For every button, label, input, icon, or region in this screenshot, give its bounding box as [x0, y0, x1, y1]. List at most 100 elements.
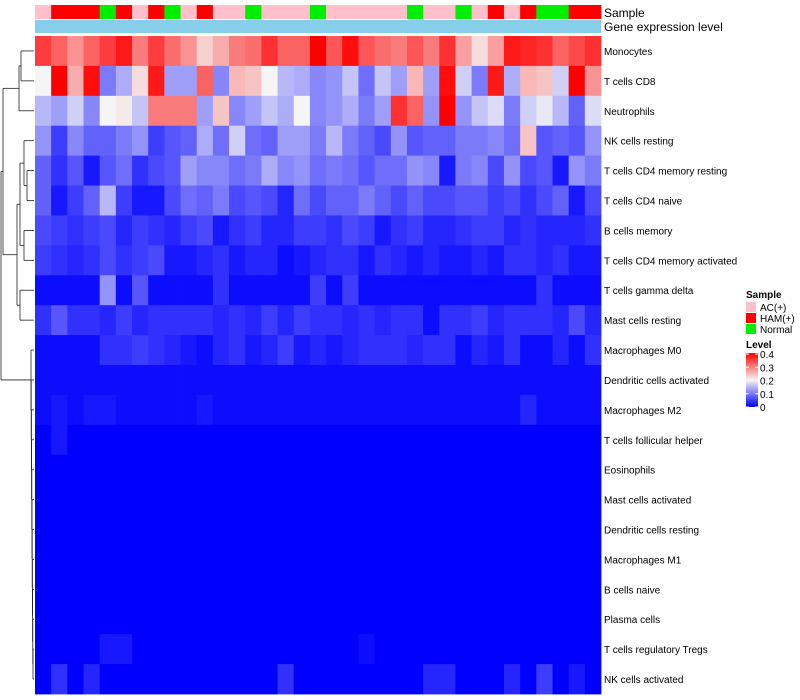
heatmap-cell — [196, 335, 214, 366]
heatmap-cell — [132, 365, 149, 396]
sample-annotation-track — [35, 5, 602, 19]
heatmap-cell — [503, 65, 521, 97]
row-label: Eosinophils — [604, 466, 655, 477]
heatmap-cell — [584, 215, 602, 246]
heatmap-cell — [99, 65, 117, 97]
heatmap-cell — [552, 65, 570, 97]
heatmap-cell — [487, 514, 505, 545]
heatmap-cell — [132, 245, 149, 276]
heatmap-cell — [374, 245, 392, 276]
heatmap-cell — [229, 634, 246, 665]
heatmap-cell — [35, 155, 52, 186]
heatmap-cell — [67, 275, 84, 306]
heatmap-cell — [471, 484, 489, 515]
heatmap-cell — [552, 484, 570, 515]
heatmap-cell — [326, 484, 343, 515]
heatmap-cell — [487, 604, 505, 635]
heatmap-cell — [196, 95, 214, 127]
heatmap-cell — [99, 335, 117, 366]
heatmap-cell — [99, 125, 117, 157]
heatmap-cell — [552, 514, 570, 545]
heatmap-cell — [164, 245, 181, 276]
heatmap-cell — [423, 634, 440, 665]
heatmap-cell — [148, 604, 165, 635]
heatmap-cell — [229, 664, 246, 695]
heatmap-cell — [503, 454, 521, 486]
heatmap-cell — [148, 484, 165, 515]
heatmap-cell — [471, 185, 489, 216]
sample-cell — [536, 5, 553, 19]
heatmap-cell — [406, 245, 424, 276]
heatmap-cell — [164, 394, 181, 426]
heatmap-cell — [423, 65, 440, 97]
heatmap-cell — [212, 634, 230, 665]
heatmap-cell — [487, 36, 505, 67]
heatmap-cell — [584, 484, 602, 515]
heatmap-cell — [212, 155, 230, 186]
sample-cell — [487, 5, 505, 19]
heatmap-cell — [229, 305, 246, 336]
heatmap-cell — [180, 125, 198, 157]
heatmap-cell — [309, 424, 327, 456]
heatmap-cell — [293, 155, 311, 186]
heatmap-cell — [455, 454, 473, 486]
heatmap-cell — [374, 305, 392, 336]
heatmap-cell — [132, 36, 149, 67]
heatmap-cell — [261, 634, 278, 665]
sample-cell — [132, 5, 149, 19]
heatmap-cell — [390, 215, 408, 246]
heatmap-cell — [277, 574, 295, 605]
heatmap-cell — [358, 215, 375, 246]
heatmap-cell — [132, 634, 149, 665]
heatmap-cell — [293, 484, 311, 515]
heatmap-cell — [358, 514, 375, 545]
heatmap-cell — [455, 424, 473, 456]
heatmap-cell — [423, 365, 440, 396]
heatmap-cell — [568, 514, 586, 545]
heatmap-cell — [455, 664, 473, 695]
level-tick-label: 0.3 — [760, 363, 774, 374]
heatmap-cell — [520, 275, 537, 306]
heatmap-cell — [487, 394, 505, 426]
heatmap-cell — [471, 245, 489, 276]
heatmap-cell — [471, 125, 489, 157]
heatmap-cell — [35, 185, 52, 216]
heatmap-cell — [212, 574, 230, 605]
heatmap-cell — [51, 245, 68, 276]
heatmap-cell — [212, 36, 230, 67]
heatmap-cell — [293, 36, 311, 67]
heatmap-cell — [148, 365, 165, 396]
level-tick-label: 0.2 — [760, 377, 774, 388]
legend-swatch — [746, 324, 756, 334]
heatmap-cell — [358, 454, 375, 486]
heatmap-cell — [115, 335, 133, 366]
heatmap-cell — [51, 664, 68, 695]
heatmap-cell — [67, 95, 84, 127]
heatmap-cell — [406, 424, 424, 456]
heatmap-cell — [164, 574, 181, 605]
heatmap-cell — [35, 365, 52, 396]
heatmap-cell — [180, 275, 198, 306]
heatmap-cell — [471, 604, 489, 635]
heatmap-cell — [406, 514, 424, 545]
heatmap-cell — [471, 305, 489, 336]
heatmap-cell — [261, 65, 278, 97]
heatmap-cell — [229, 424, 246, 456]
heatmap-cell — [99, 185, 117, 216]
heatmap-cell — [374, 454, 392, 486]
heatmap-cell — [326, 95, 343, 127]
sample-cell — [83, 5, 101, 19]
row-label: T cells follicular helper — [604, 436, 703, 447]
heatmap-cell — [374, 365, 392, 396]
heatmap-cell — [212, 185, 230, 216]
sample-cell — [584, 5, 602, 19]
heatmap-cell — [326, 275, 343, 306]
heatmap-cell — [115, 215, 133, 246]
heatmap-cell — [83, 634, 101, 665]
heatmap-cell — [261, 185, 278, 216]
row-label: T cells gamma delta — [604, 286, 694, 297]
sample-cell — [309, 5, 327, 19]
heatmap-cell — [342, 36, 359, 67]
heatmap-cell — [358, 305, 375, 336]
heatmap-cell — [439, 95, 456, 127]
